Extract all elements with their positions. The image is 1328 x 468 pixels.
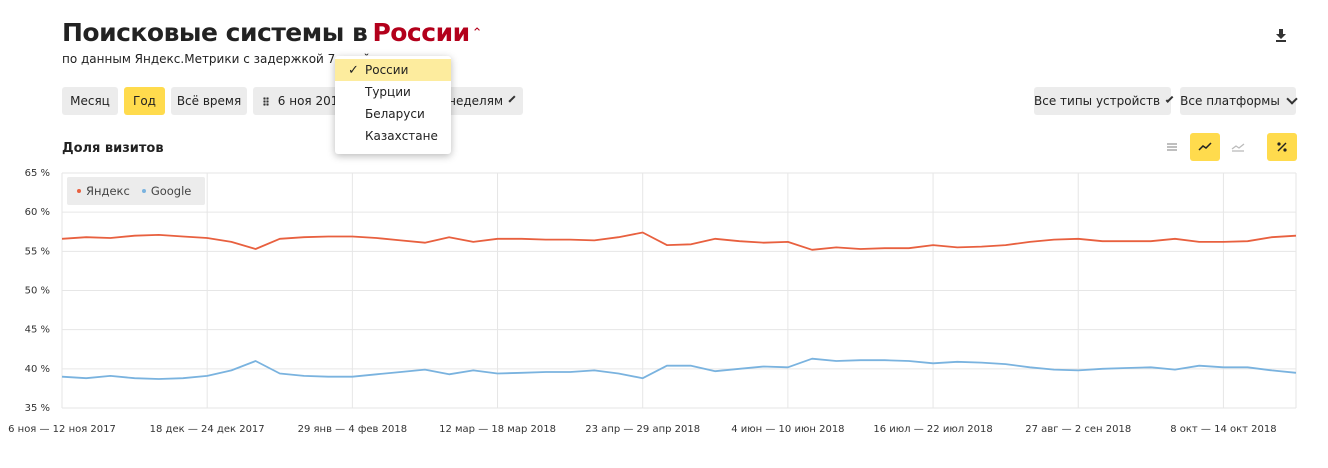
x-tick-label: 4 июн — 10 июн 2018	[731, 424, 844, 435]
period-month-button[interactable]: Месяц	[62, 87, 118, 115]
chevron-down-icon	[1286, 93, 1298, 105]
chevron-down-icon	[1165, 95, 1174, 103]
chevron-down-icon	[508, 95, 516, 103]
x-tick-label: 6 ноя — 12 ноя 2017	[8, 424, 116, 435]
y-tick-label: 55 %	[25, 246, 50, 257]
chevron-up-icon[interactable]: ⌃	[471, 26, 483, 41]
y-tick-label: 50 %	[25, 286, 50, 297]
x-tick-label: 18 дек — 24 дек 2017	[150, 424, 265, 435]
legend-label-google: Google	[150, 184, 192, 198]
x-tick-label: 8 окт — 14 окт 2018	[1170, 424, 1276, 435]
x-tick-label: 29 янв — 4 фев 2018	[298, 424, 407, 435]
stacked-area-icon[interactable]	[1157, 133, 1187, 161]
chart-legend: Яндекс Google	[67, 177, 205, 205]
legend-item-yandex[interactable]: Яндекс	[77, 184, 130, 198]
page-subtitle: по данным Яндекс.Метрики с задержкой 7 д…	[62, 52, 371, 66]
country-option-label: России	[365, 63, 409, 77]
check-icon: ✓	[348, 62, 359, 78]
country-option-label: Казахстане	[365, 129, 438, 143]
date-range-button[interactable]: 6 ноя 2017	[253, 87, 346, 115]
series-line-yandex	[61, 231, 1297, 251]
period-all-time-label: Всё время	[176, 94, 242, 108]
y-tick-label: 40 %	[25, 364, 50, 375]
y-tick-label: 65 %	[25, 168, 50, 179]
device-types-label: Все типы устройств	[1034, 94, 1161, 108]
country-selector[interactable]: России	[372, 18, 470, 47]
platforms-label: Все платформы	[1180, 94, 1280, 108]
series-line-google	[61, 357, 1297, 380]
period-year-button[interactable]: Год	[124, 87, 165, 115]
calendar-icon	[263, 96, 269, 106]
x-tick-label: 16 июл — 22 июл 2018	[873, 424, 992, 435]
chart-label: Доля визитов	[62, 141, 164, 156]
x-tick-label: 23 апр — 29 апр 2018	[585, 424, 700, 435]
device-types-select[interactable]: Все типы устройств	[1034, 87, 1174, 115]
period-year-label: Год	[133, 94, 156, 108]
legend-label-yandex: Яндекс	[86, 184, 130, 198]
country-option-russia[interactable]: ✓ России	[335, 59, 451, 81]
period-month-label: Месяц	[70, 94, 110, 108]
x-tick-label: 27 авг — 2 сен 2018	[1025, 424, 1131, 435]
legend-dot-google	[141, 189, 146, 193]
country-option-label: Турции	[365, 85, 411, 99]
page-title: Поисковые системы в	[62, 18, 368, 47]
y-tick-label: 45 %	[25, 325, 50, 336]
area-chart-icon[interactable]	[1223, 133, 1253, 161]
x-tick-label: 12 мар — 18 мар 2018	[439, 424, 556, 435]
line-chart: 35 % 40 % 45 % 50 % 55 % 60 % 65 % 6 ноя — 12 …	[8, 168, 1297, 435]
legend-item-google[interactable]: Google	[141, 184, 192, 198]
y-tick-label: 35 %	[25, 403, 50, 414]
platforms-select[interactable]: Все платформы	[1180, 87, 1298, 115]
country-option-kazakhstan[interactable]: Казахстане	[335, 125, 451, 147]
line-chart-icon[interactable]	[1190, 133, 1220, 161]
download-icon[interactable]	[1273, 27, 1289, 43]
date-range-label: 6 ноя 2017	[277, 94, 346, 108]
grouping-select[interactable]: по неделям	[429, 87, 523, 115]
country-dropdown: ✓ России Турции Беларуси Казахстане	[335, 56, 451, 154]
page-title-block: Поисковые системы в России ⌃	[62, 18, 483, 54]
country-option-belarus[interactable]: Беларуси	[335, 103, 451, 125]
percent-icon[interactable]	[1267, 133, 1297, 161]
country-option-turkey[interactable]: Турции	[335, 81, 451, 103]
legend-dot-yandex	[77, 189, 81, 193]
period-all-time-button[interactable]: Всё время	[171, 87, 247, 115]
y-tick-label: 60 %	[25, 207, 50, 218]
country-option-label: Беларуси	[365, 107, 425, 121]
